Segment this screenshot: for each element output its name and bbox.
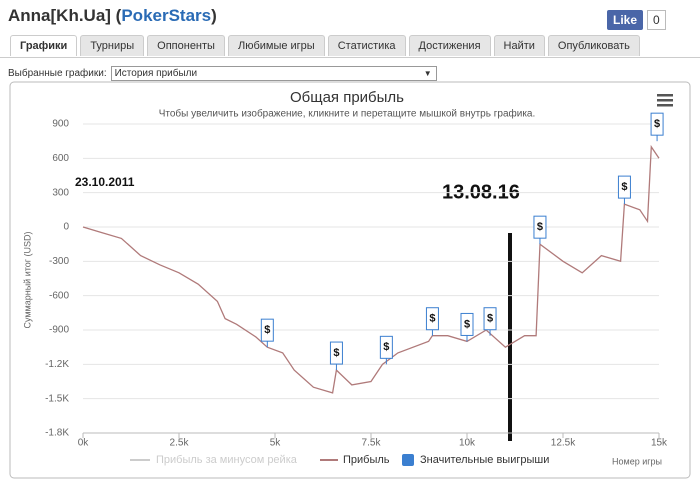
marker-box [425, 307, 439, 331]
marker-label: $ [264, 324, 270, 336]
selector: Выбранные графики: История прибыли [8, 66, 437, 81]
win-marker: $ [425, 307, 439, 336]
marker-box [260, 318, 274, 342]
profit-line [82, 144, 660, 394]
x-tick-label: 7.5k [362, 438, 382, 449]
win-marker: $ [260, 318, 274, 348]
marker-box [533, 215, 547, 239]
dropdown[interactable]: История прибыли [110, 66, 437, 81]
marker-box [650, 112, 664, 136]
marker-box [460, 312, 474, 336]
legend-label: Прибыль [343, 454, 390, 466]
x-tick-label: 15k [651, 438, 668, 449]
menu-icon[interactable] [657, 94, 673, 107]
marker-box [379, 335, 393, 359]
y-axis-label: Суммарный итог (USD) [22, 231, 32, 328]
marker-label: $ [429, 313, 435, 325]
win-marker: $ [533, 215, 547, 245]
marker-box [483, 307, 497, 331]
marker-box [329, 341, 343, 365]
like-count: 0 [647, 10, 666, 30]
y-tick-label: -300 [49, 256, 69, 267]
marker-label: $ [383, 341, 389, 353]
win-marker: $ [379, 335, 393, 365]
chart-panel [9, 81, 691, 479]
y-tick-label: -1.2K [45, 359, 69, 370]
x-axis-label: Номер игры [612, 456, 662, 466]
selector-label: Выбранные графики: [8, 68, 107, 79]
marker-label: $ [464, 318, 470, 330]
tab[interactable]: Оппоненты [147, 35, 225, 56]
tabs: Графики Турниры Оппоненты Любимые игры Стати… [10, 35, 640, 56]
y-tick-label: -1.5K [45, 393, 69, 404]
like-button[interactable]: Like [607, 10, 644, 30]
marker-label: $ [654, 118, 660, 130]
y-tick-label: -600 [49, 290, 69, 301]
marker-box [617, 175, 631, 199]
chart-title: Общая прибыль [290, 89, 404, 106]
win-marker: $ [460, 312, 474, 342]
y-tick-label: 0 [63, 222, 69, 233]
legend-label: Значительные выигрыши [420, 454, 549, 466]
win-marker: $ [483, 307, 497, 336]
win-marker: $ [329, 341, 343, 371]
x-tick-label: 10k [459, 438, 476, 449]
x-tick-label: 12.5k [551, 438, 576, 449]
tab[interactable]: Найти [493, 35, 545, 56]
x-tick-label: 0k [78, 438, 90, 449]
annotation: 23.10.2011 [75, 175, 135, 189]
marker-label: $ [537, 221, 543, 233]
marker-label: $ [333, 347, 339, 359]
legend-label: Прибыль за минусом рейка [156, 454, 298, 466]
tab[interactable]: Достижения [408, 35, 491, 56]
y-tick-label: 300 [52, 187, 69, 198]
tab[interactable]: Опубликовать [547, 35, 640, 56]
y-tick-label: 600 [52, 153, 69, 164]
x-tick-label: 5k [270, 438, 282, 449]
marker-label: $ [621, 181, 627, 193]
tab[interactable]: Любимые игры [227, 35, 325, 56]
y-tick-label: -1.8K [45, 428, 69, 439]
y-tick-label: -900 [49, 325, 69, 336]
header: Anna[Kh.Ua] (PokerStars) [8, 6, 217, 25]
x-tick-label: 2.5k [170, 438, 190, 449]
tab[interactable]: Статистика [327, 35, 406, 56]
win-marker: $ [617, 175, 631, 205]
y-tick-label: 900 [52, 119, 69, 130]
player: Anna[Kh.Ua] [8, 6, 111, 25]
fb-like[interactable]: Like 0 [607, 10, 666, 30]
legend-swatch [402, 454, 414, 466]
site-link[interactable]: PokerStars [121, 6, 212, 25]
win-marker: $ [650, 112, 664, 142]
chart-subtitle: Чтобы увеличить изображение, кликните и … [159, 108, 536, 120]
marker-label: $ [487, 313, 493, 325]
divider [0, 57, 700, 58]
tab[interactable]: Турниры [80, 35, 145, 56]
tab[interactable]: Графики [10, 35, 78, 56]
